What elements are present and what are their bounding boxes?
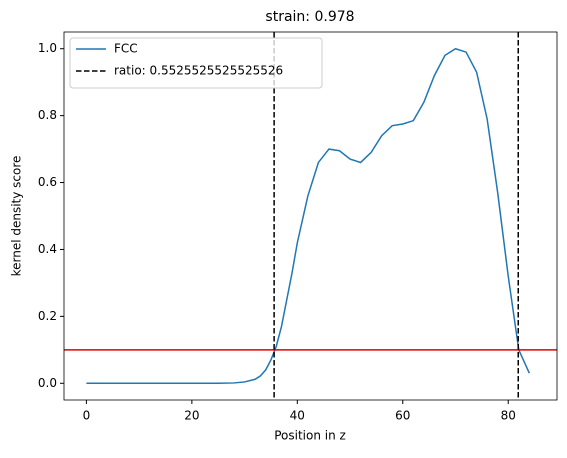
y-tick-label: 0.0 xyxy=(38,376,57,390)
plot-frame xyxy=(63,31,558,401)
x-tick-label: 20 xyxy=(184,409,199,423)
y-tick-label: 1.0 xyxy=(38,41,57,55)
x-tick-label: 80 xyxy=(501,409,516,423)
x-tick-label: 0 xyxy=(83,409,91,423)
x-tick-label: 40 xyxy=(290,409,305,423)
y-tick-label: 0.6 xyxy=(38,175,57,189)
chart-title: strain: 0.978 xyxy=(265,9,354,25)
y-tick-label: 0.8 xyxy=(38,108,57,122)
y-axis-label: kernel density score xyxy=(10,156,24,277)
x-axis-label: Position in z xyxy=(274,429,346,443)
line-series xyxy=(86,47,531,385)
legend-label: FCC xyxy=(114,42,138,56)
legend-box xyxy=(69,37,323,89)
x-tick-label: 60 xyxy=(395,409,410,423)
y-tick-label: 0.4 xyxy=(38,242,57,256)
legend-label: ratio: 0.5525525525525526 xyxy=(114,64,283,78)
y-tick-label: 0.2 xyxy=(38,309,57,323)
